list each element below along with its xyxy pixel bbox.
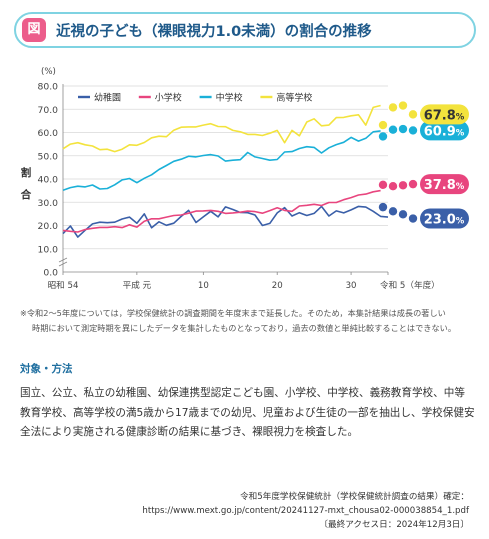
footnote: ※令和2～5年度については，学校保健統計の調査期間を年度末まで延長した。そのため… <box>20 306 472 336</box>
x-tick-label: 20 <box>272 281 283 291</box>
end-marker-幼稚園 <box>378 202 388 212</box>
footnote-line-1: ※令和2～5年度については，学校保健統計の調査期間を年度末まで延長した。そのため… <box>20 308 446 318</box>
x-tick-label: 10 <box>198 281 209 291</box>
x-tick-label: 平成 元 <box>123 279 152 291</box>
source-url[interactable]: https://www.mext.go.jp/content/20241127-… <box>142 505 469 516</box>
end-marker-幼稚園 <box>398 210 408 219</box>
legend-label: 小学校 <box>155 92 182 104</box>
value-label-bg-高等学校 <box>420 104 469 125</box>
value-label-bg-中学校 <box>420 120 469 141</box>
value-label-中学校: 60.9% <box>424 124 465 139</box>
line-chart: 0.0 10.0 20.0 30.0 40.0 50.0 60.0 70.0 80.0 (%) 割合… <box>20 67 469 291</box>
source-line-1: 令和5年度学校保健統計（学校保健統計調査の結果）確定： <box>240 492 469 502</box>
y-tick-label: 30.0 <box>38 198 59 209</box>
source-access-date: 〔最終アクセス日：2024年12月3日〕 <box>319 519 469 530</box>
source-citation: 令和5年度学校保健統計（学校保健統計調査の結果）確定： https://www.… <box>142 491 469 532</box>
end-marker-高等学校 <box>388 103 398 112</box>
end-marker-中学校 <box>378 132 388 141</box>
y-tick-label: 70.0 <box>38 105 59 116</box>
title-bar: 図 近視の子ども（裸眼視力1.0未満）の割合の推移 <box>14 12 476 48</box>
y-unit-label: (%) <box>41 67 56 77</box>
y-tick-label: 0.0 <box>43 268 58 279</box>
value-label-高等学校: 67.8% <box>424 108 465 123</box>
y-axis-title-char: 合 <box>20 188 32 201</box>
series-line-小学校 <box>62 189 381 233</box>
series-line-中学校 <box>62 130 381 191</box>
end-marker-幼稚園 <box>408 214 418 223</box>
y-tick-label: 40.0 <box>38 175 59 186</box>
value-label-bg-幼稚園 <box>420 208 469 229</box>
series-line-幼稚園 <box>62 205 389 238</box>
end-marker-小学校 <box>378 180 388 190</box>
end-marker-小学校 <box>388 182 398 191</box>
end-marker-幼稚園 <box>388 207 398 216</box>
value-label-bg-小学校 <box>420 174 469 195</box>
end-marker-小学校 <box>398 181 408 190</box>
series-line-高等学校 <box>62 104 381 153</box>
end-marker-高等学校 <box>378 120 388 130</box>
y-tick-label: 20.0 <box>38 221 59 232</box>
legend-label: 中学校 <box>216 92 243 104</box>
value-label-幼稚園: 23.0% <box>424 213 465 228</box>
value-label-小学校: 37.8% <box>424 178 465 193</box>
x-tick-label: 令和 5（年度） <box>380 279 440 291</box>
legend-label: 幼稚園 <box>94 92 121 104</box>
figure-badge: 図 <box>22 18 46 42</box>
y-tick-label: 10.0 <box>38 244 59 255</box>
method-body: 国立、公立、私立の幼稚園、幼保連携型認定こども園、小学校、中学校、義務教育学校、… <box>20 387 475 439</box>
end-marker-中学校 <box>398 124 408 134</box>
axis-break <box>58 257 68 267</box>
end-marker-小学校 <box>408 179 418 189</box>
x-tick-label: 昭和 54 <box>48 280 79 291</box>
legend-label: 高等学校 <box>276 92 312 104</box>
end-marker-高等学校 <box>408 110 418 119</box>
y-axis-title-char: 割 <box>21 166 32 179</box>
x-tick-label: 30 <box>346 281 357 291</box>
end-marker-中学校 <box>388 125 398 134</box>
footnote-line-2: 時期において測定時期を異にしたデータを集計したものとなっており，過去の数値と単純… <box>32 323 457 333</box>
y-tick-label: 80.0 <box>38 82 59 93</box>
method-heading: 対象・方法 <box>20 363 73 375</box>
y-tick-label: 60.0 <box>38 128 59 139</box>
end-marker-中学校 <box>408 126 418 135</box>
page-title: 近視の子ども（裸眼視力1.0未満）の割合の推移 <box>56 24 372 40</box>
y-tick-label: 50.0 <box>38 151 59 162</box>
end-marker-高等学校 <box>398 101 408 110</box>
